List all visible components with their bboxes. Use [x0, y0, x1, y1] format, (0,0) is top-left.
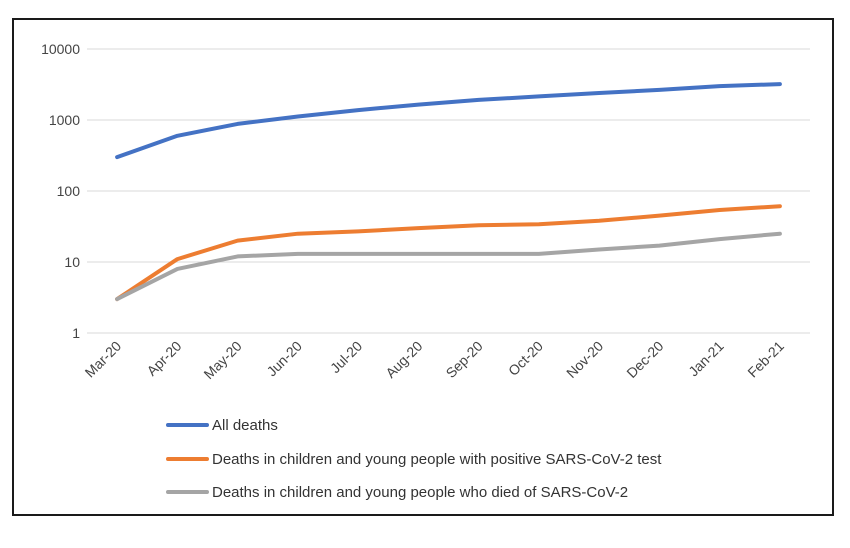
legend-label: Deaths in children and young people who …: [212, 484, 628, 501]
legend-label: All deaths: [212, 417, 278, 434]
y-axis-ticks: 1 10 100 1000 10000: [41, 41, 80, 341]
x-tick-label: Aug-20: [382, 338, 425, 381]
x-tick-label: Jun-20: [263, 338, 305, 380]
gridlines: [87, 48, 810, 334]
chart-frame: [12, 18, 834, 516]
x-tick-label: Sep-20: [443, 338, 486, 381]
legend: All deaths Deaths in children and young p…: [166, 417, 662, 501]
y-tick-label: 100: [57, 183, 81, 199]
x-tick-label: Jul-20: [327, 338, 365, 376]
x-tick-label: Apr-20: [143, 338, 184, 379]
y-tick-label: 10000: [41, 41, 80, 57]
x-tick-label: Oct-20: [505, 338, 546, 379]
series-line: [115, 231, 782, 302]
series-line: [115, 82, 782, 160]
x-tick-label: Feb-21: [744, 338, 787, 381]
legend-label: Deaths in children and young people with…: [212, 451, 662, 468]
x-tick-label: Dec-20: [623, 338, 666, 381]
x-tick-label: Nov-20: [563, 338, 606, 381]
x-tick-label: Mar-20: [82, 338, 125, 381]
series-line: [115, 204, 782, 302]
y-tick-label: 10: [64, 254, 80, 270]
series-lines: [115, 82, 782, 302]
x-tick-label: Jan-21: [685, 338, 727, 380]
x-tick-label: May-20: [200, 338, 244, 382]
y-tick-label: 1: [72, 325, 80, 341]
x-axis-ticks: Mar-20 Apr-20 May-20 Jun-20 Jul-20 Aug-20 Sep-…: [82, 338, 788, 382]
y-tick-label: 1000: [49, 112, 80, 128]
